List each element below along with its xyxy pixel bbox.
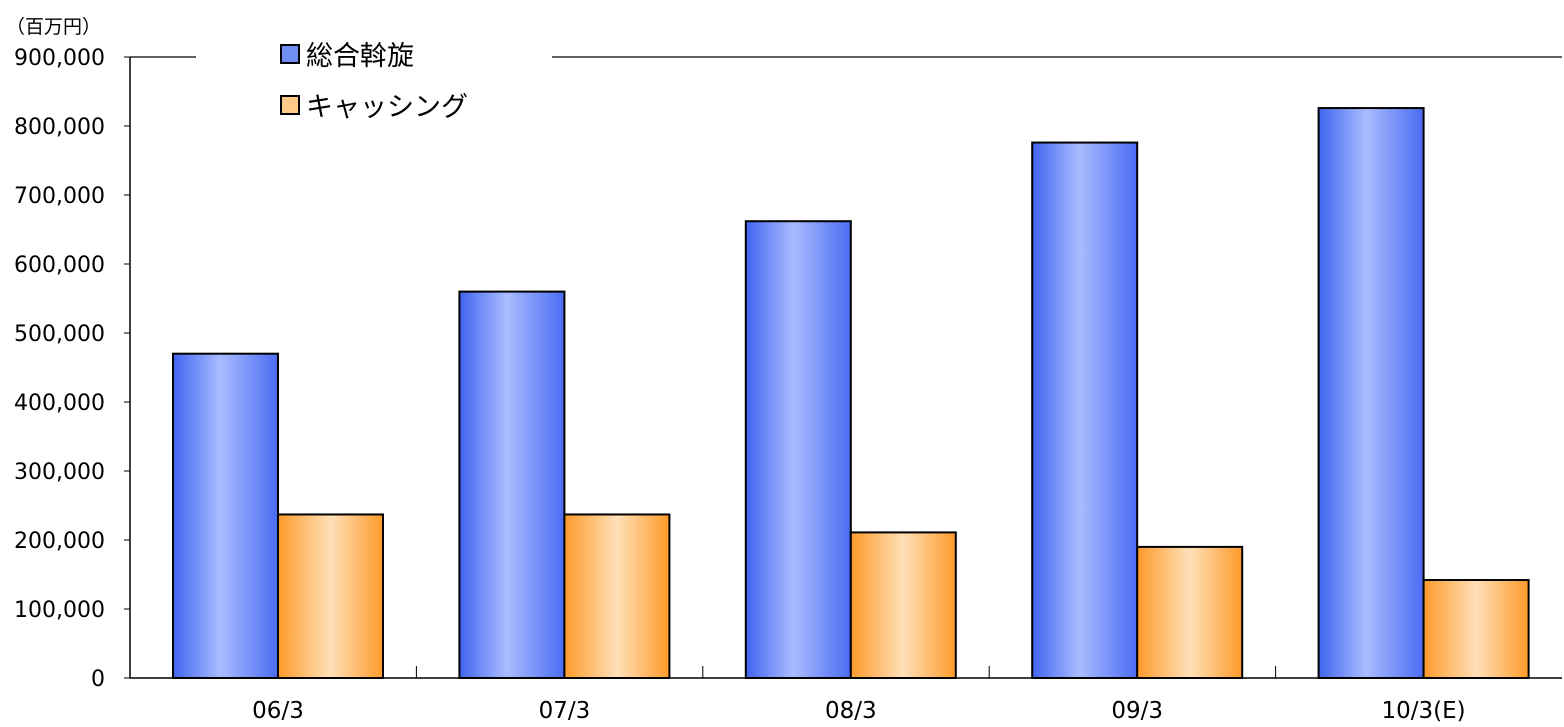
y-tick-label: 200,000 (14, 529, 105, 554)
bar-sogo-assen (1031, 141, 1139, 679)
axes (129, 56, 1562, 679)
bar-cashing (849, 531, 957, 679)
bar-cashing (277, 513, 384, 679)
y-axis-ticks: 0 100,000 200,000 300,000 400,000 500,000 600,… (14, 46, 130, 692)
y-tick-label: 700,000 (14, 184, 105, 209)
y-tick-label: 500,000 (14, 322, 105, 347)
legend-swatch (280, 95, 300, 115)
y-tick-label: 100,000 (14, 598, 105, 623)
bar-sogo-assen (1317, 107, 1425, 679)
x-tick-label: 06/3 (252, 698, 304, 724)
x-tick-label: 08/3 (825, 698, 877, 724)
bar-sogo-assen (172, 352, 279, 679)
bar-cashing (1422, 579, 1530, 680)
x-tick-label: 10/3(E) (1382, 698, 1466, 724)
y-tick-label: 600,000 (14, 253, 105, 278)
bar-cashing (1136, 545, 1244, 680)
unit-label: （百万円） (6, 16, 101, 38)
bar-sogo-assen (744, 220, 852, 679)
bar-sogo-assen (458, 290, 566, 679)
legend-swatch (280, 44, 300, 64)
y-tick-label: 400,000 (14, 391, 105, 416)
y-tick-label: 900,000 (14, 46, 105, 71)
y-tick-label: 800,000 (14, 115, 105, 140)
bar-cashing (563, 513, 671, 679)
x-axis-ticks: 06/3 07/3 08/3 09/3 10/3(E) (252, 698, 1465, 724)
legend-label: 総合斡旋 (306, 41, 414, 72)
x-tick-label: 09/3 (1111, 698, 1163, 724)
y-tick-label: 300,000 (14, 460, 105, 485)
legend-background (200, 27, 550, 137)
x-tick-label: 07/3 (539, 698, 591, 724)
bars (172, 107, 1530, 680)
y-tick-label: 0 (91, 667, 105, 692)
legend-label: キャッシング (306, 92, 468, 123)
